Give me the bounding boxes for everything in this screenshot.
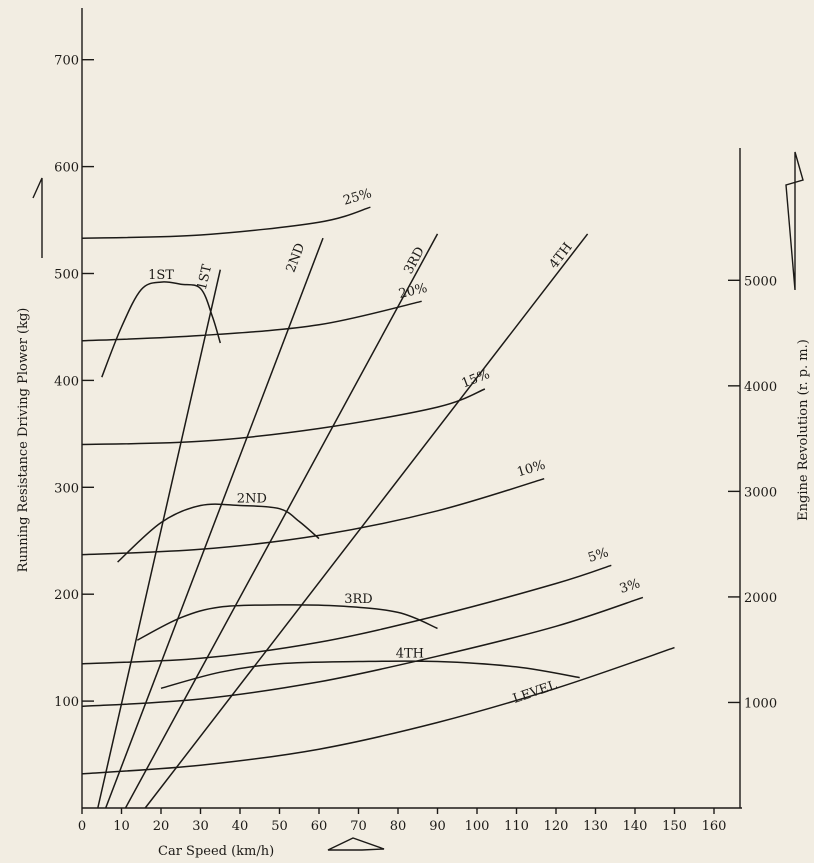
driving-force-2nd-curve bbox=[117, 503, 320, 563]
x-tick-label: 120 bbox=[544, 819, 569, 834]
driving-force-4th-curve bbox=[160, 660, 580, 690]
x-tick-label: 90 bbox=[429, 819, 446, 834]
x-tick-label: 10 bbox=[113, 819, 130, 834]
y2-tick-label: 5000 bbox=[744, 274, 777, 289]
x-tick-label: 130 bbox=[583, 819, 608, 834]
y-tick-label: 200 bbox=[54, 588, 79, 603]
y2-tick-label: 2000 bbox=[744, 591, 777, 606]
resistance-5pct-curve bbox=[81, 564, 612, 665]
resistance-25pct-curve bbox=[81, 206, 371, 239]
x-tick-label: 50 bbox=[271, 819, 288, 834]
gear-rpm-2nd-label: 2ND bbox=[284, 241, 309, 274]
y-tick-label: 600 bbox=[54, 161, 79, 176]
y-tick-label: 700 bbox=[54, 54, 79, 69]
x-tick-label: 60 bbox=[311, 819, 328, 834]
tick-labels: 0 10 20 30 40 50 60 70 80 90 100 110 120 130 140 150 160… bbox=[54, 54, 777, 834]
resistance-3pct-label: 3% bbox=[618, 576, 642, 597]
x-tick-label: 160 bbox=[702, 819, 727, 834]
y-axis-title: Running Resistance Driving Plower (kg) bbox=[16, 308, 31, 573]
gear-rpm-1st-label: 1ST bbox=[195, 263, 215, 292]
axes bbox=[81, 8, 742, 814]
resistance-5pct-label: 5% bbox=[586, 545, 610, 566]
curves bbox=[81, 206, 675, 809]
y-tick-label: 100 bbox=[54, 695, 79, 710]
x-tick-label: 30 bbox=[192, 819, 209, 834]
x-tick-label: 150 bbox=[662, 819, 687, 834]
resistance-15pct-curve bbox=[81, 388, 486, 446]
x-axis-arrow bbox=[327, 837, 385, 851]
driving-force-3rd-label: 3RD bbox=[344, 592, 372, 607]
resistance-level-label: LEVEL bbox=[511, 678, 559, 707]
x-tick-label: 20 bbox=[153, 819, 170, 834]
driving-force-3rd-curve bbox=[136, 604, 438, 641]
resistance-10pct-label: 10% bbox=[515, 458, 547, 481]
driving-force-1st-label: 1ST bbox=[148, 268, 174, 283]
x-tick-label: 100 bbox=[465, 819, 490, 834]
gear-rpm-2nd-curve bbox=[104, 237, 324, 809]
driving-force-2nd-label: 2ND bbox=[237, 491, 267, 506]
x-tick-label: 110 bbox=[504, 819, 529, 834]
y-axis-arrow bbox=[32, 177, 43, 258]
y2-tick-label: 3000 bbox=[744, 485, 777, 500]
x-tick-label: 70 bbox=[350, 819, 367, 834]
y2-tick-label: 4000 bbox=[744, 380, 777, 395]
resistance-3pct-curve bbox=[81, 596, 644, 708]
y-tick-label: 400 bbox=[54, 374, 79, 389]
gear-rpm-4th-curve bbox=[144, 233, 589, 809]
x-tick-label: 140 bbox=[623, 819, 648, 834]
resistance-10pct-curve bbox=[81, 477, 545, 556]
driving-force-4th-label: 4TH bbox=[396, 646, 424, 661]
gear-rpm-3rd-curve bbox=[124, 233, 439, 809]
gear-rpm-3rd-label: 3RD bbox=[401, 245, 428, 277]
y2-axis-title: Engine Revolution (r. p. m.) bbox=[796, 339, 811, 521]
y-tick-label: 500 bbox=[54, 268, 79, 283]
gear-rpm-1st-curve bbox=[97, 269, 222, 809]
y2-axis-arrow bbox=[785, 151, 804, 291]
resistance-25pct-label: 25% bbox=[342, 186, 374, 208]
y2-tick-label: 1000 bbox=[744, 696, 777, 711]
x-tick-label: 0 bbox=[78, 819, 86, 834]
resistance-20pct-curve bbox=[81, 300, 422, 342]
y-tick-label: 300 bbox=[54, 481, 79, 496]
resistance-15pct-label: 15% bbox=[460, 367, 492, 391]
resistance-level-curve bbox=[81, 646, 675, 775]
resistance-20pct-label: 20% bbox=[397, 281, 429, 302]
x-tick-label: 80 bbox=[390, 819, 407, 834]
x-tick-label: 40 bbox=[232, 819, 249, 834]
driving-force-1st-curve bbox=[101, 281, 222, 378]
x-axis-title: Car Speed (km/h) bbox=[158, 844, 274, 859]
